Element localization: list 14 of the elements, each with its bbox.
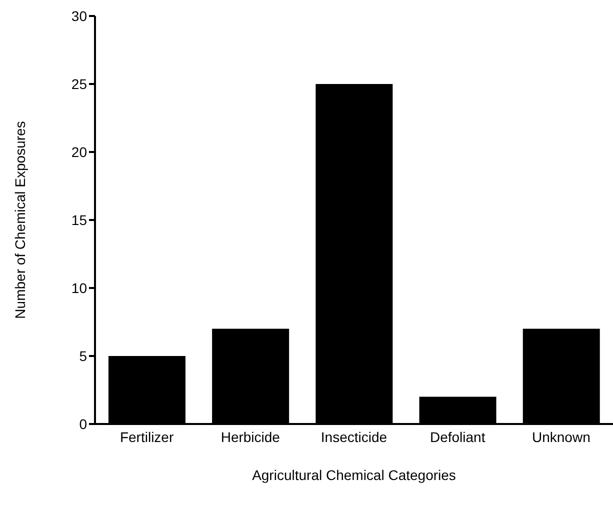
y-tick-label: 15	[71, 212, 88, 228]
x-tick-label: Insecticide	[320, 428, 388, 445]
x-tick-label: Unknown	[532, 428, 590, 445]
y-tick-label: 30	[71, 8, 88, 24]
y-tick-label: 5	[79, 348, 88, 364]
y-tick-label: 0	[79, 416, 88, 432]
y-axis-title: Number of Chemical Exposures	[12, 121, 28, 319]
x-tick-label: Fertilizer	[120, 428, 174, 445]
y-tick-label: 10	[71, 280, 88, 296]
x-tick-label: Herbicide	[220, 428, 280, 445]
x-axis-title: Agricultural Chemical Categories	[252, 467, 456, 483]
y-tick-label: 25	[71, 76, 88, 92]
y-tick-label: 20	[71, 144, 88, 160]
x-tick-label: Defoliant	[430, 428, 486, 445]
